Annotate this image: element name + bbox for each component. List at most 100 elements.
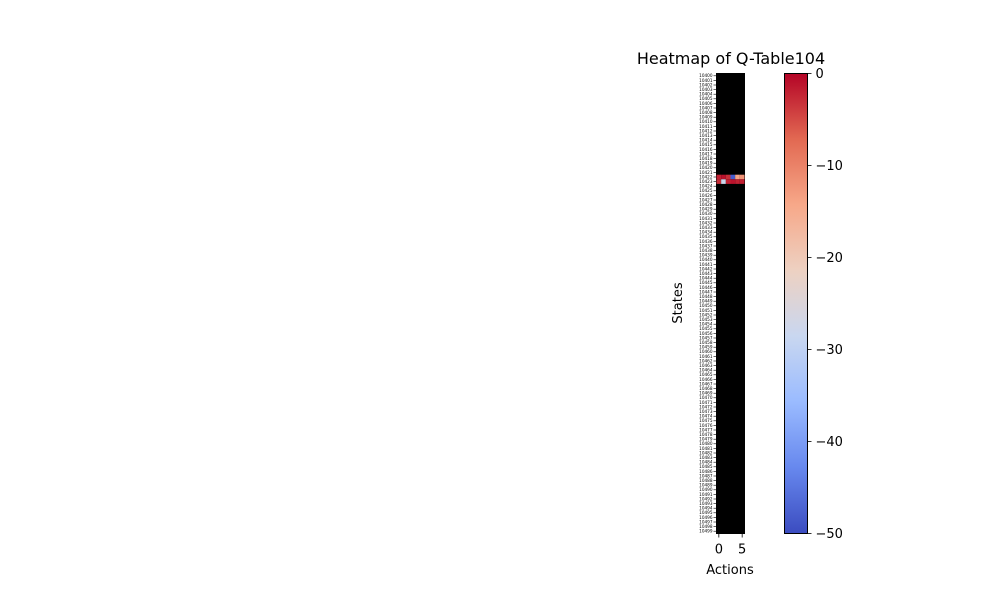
y-tick-label: 10475: [699, 418, 713, 423]
y-tick-label: 10415: [699, 142, 713, 147]
heatmap-background: [716, 73, 745, 534]
y-tick-label: 10487: [699, 473, 713, 478]
heatmap-cell: [739, 179, 745, 184]
y-tick-label: 10416: [699, 147, 713, 152]
y-tick-label: 10432: [699, 220, 713, 225]
y-tick-label: 10472: [699, 404, 713, 409]
y-tick-label: 10441: [699, 262, 713, 267]
y-tick-label: 10449: [699, 299, 713, 304]
y-tick-label: 10478: [699, 432, 713, 437]
y-tick-label: 10474: [699, 414, 713, 419]
y-tick-label: 10417: [699, 151, 713, 156]
heatmap-cell: [725, 179, 731, 184]
y-tick-label: 10445: [699, 280, 713, 285]
y-tick-label: 10462: [699, 358, 713, 363]
x-axis-label: Actions: [706, 563, 754, 578]
heatmap-cell: [730, 179, 736, 184]
y-tick-label: 10410: [699, 119, 713, 124]
y-tick-label: 10444: [699, 276, 713, 281]
y-tick-label: 10428: [699, 202, 713, 207]
y-tick-label: 10412: [699, 128, 713, 133]
y-tick-label: 10400: [699, 73, 713, 78]
y-tick-label: 10488: [699, 478, 713, 483]
heatmap-cell: [716, 179, 722, 184]
y-tick-label: 10492: [699, 496, 713, 501]
colorbar: 0 −10 −20 −30 −40 −50: [784, 67, 843, 542]
y-tick-label: 10451: [699, 308, 713, 313]
y-tick-label: 10469: [699, 391, 713, 396]
y-tick-label: 10483: [699, 455, 713, 460]
y-tick-label: 10427: [699, 197, 713, 202]
y-tick-label: 10494: [699, 506, 713, 511]
y-tick-label: 10430: [699, 211, 713, 216]
y-tick-label: 10485: [699, 464, 713, 469]
colorbar-tick-label: 0: [816, 67, 824, 82]
heatmap-cell: [739, 174, 745, 180]
y-tick-label: 10443: [699, 271, 713, 276]
y-tick-label: 10411: [699, 124, 713, 129]
y-tick-label: 10434: [699, 230, 713, 235]
y-tick-label: 10419: [699, 161, 713, 166]
y-tick-label: 10431: [699, 216, 713, 221]
colorbar-tick-label: −30: [816, 343, 843, 358]
y-tick-label: 10409: [699, 115, 713, 120]
y-tick-label: 10422: [699, 174, 713, 179]
y-tick-label: 10413: [699, 133, 713, 138]
heatmap-cell: [735, 174, 740, 180]
y-tick-label: 10418: [699, 156, 713, 161]
x-tick-label: 5: [738, 543, 746, 558]
y-tick-label: 10447: [699, 289, 713, 294]
y-tick-label: 10493: [699, 501, 713, 506]
y-tick-label: 10437: [699, 243, 713, 248]
y-tick-label: 10454: [699, 322, 713, 327]
y-tick-label: 10426: [699, 193, 713, 198]
y-tick-label: 10499: [699, 529, 713, 534]
y-tick-label: 10473: [699, 409, 713, 414]
y-tick-label: 10452: [699, 312, 713, 317]
y-tick-label: 10489: [699, 483, 713, 488]
colorbar-tick-label: −20: [816, 251, 843, 266]
y-tick-label: 10435: [699, 234, 713, 239]
y-tick-label: 10477: [699, 427, 713, 432]
y-tick-label: 10421: [699, 170, 713, 175]
y-tick-label: 10438: [699, 248, 713, 253]
y-tick-label: 10463: [699, 363, 713, 368]
y-tick-label: 10439: [699, 253, 713, 258]
chart-title: Heatmap of Q-Table104: [637, 49, 825, 68]
y-tick-label: 10496: [699, 515, 713, 520]
heatmap-cell: [721, 179, 726, 184]
colorbar-ticks: 0 −10 −20 −30 −40 −50: [807, 67, 843, 542]
heatmap-cells: [716, 174, 745, 184]
y-tick-label: 10466: [699, 377, 713, 382]
y-tick-label: 10406: [699, 101, 713, 106]
y-tick-label: 10468: [699, 386, 713, 391]
y-tick-label: 10458: [699, 340, 713, 345]
colorbar-tick-label: −10: [816, 159, 843, 174]
y-tick-label: 10471: [699, 400, 713, 405]
heatmap-cell: [716, 174, 722, 180]
y-tick-label: 10420: [699, 165, 713, 170]
heatmap-cell: [721, 174, 726, 180]
heatmap-cell: [725, 174, 731, 180]
y-tick-label: 10476: [699, 423, 713, 428]
y-tick-label: 10486: [699, 469, 713, 474]
y-tick-label: 10479: [699, 437, 713, 442]
y-tick-label: 10497: [699, 519, 713, 524]
y-axis-label: States: [671, 282, 686, 323]
y-tick-label: 10459: [699, 345, 713, 350]
y-tick-label: 10453: [699, 317, 713, 322]
heatmap-cell: [730, 174, 736, 180]
y-tick-label: 10460: [699, 349, 713, 354]
y-tick-label: 10456: [699, 331, 713, 336]
y-tick-label: 10404: [699, 92, 713, 97]
y-tick-label: 10457: [699, 335, 713, 340]
y-tick-label: 10405: [699, 96, 713, 101]
y-tick-label: 10424: [699, 184, 713, 189]
y-tick-label: 10450: [699, 303, 713, 308]
y-tick-label: 10408: [699, 110, 713, 115]
y-tick-label: 10467: [699, 381, 713, 386]
y-tick-label: 10455: [699, 326, 713, 331]
heatmap-plot-area: [716, 73, 745, 534]
